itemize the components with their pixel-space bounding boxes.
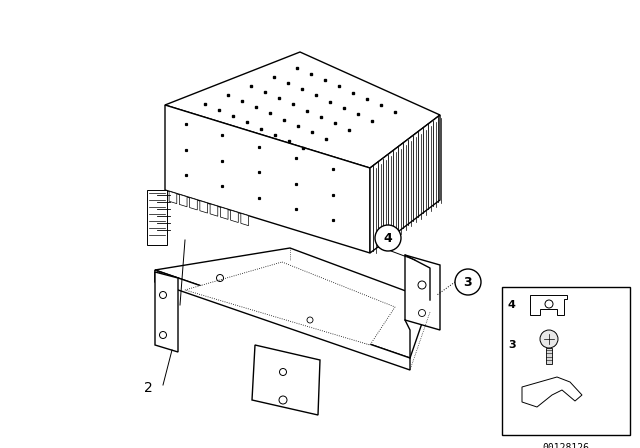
Polygon shape <box>530 295 567 315</box>
Polygon shape <box>189 198 197 210</box>
Text: 1: 1 <box>161 303 170 317</box>
Polygon shape <box>370 115 440 253</box>
Polygon shape <box>155 272 178 352</box>
Polygon shape <box>405 255 440 330</box>
Polygon shape <box>165 105 370 253</box>
Text: 4: 4 <box>508 300 516 310</box>
Polygon shape <box>179 194 187 207</box>
Polygon shape <box>210 204 218 216</box>
Polygon shape <box>147 190 167 245</box>
Text: 00128126: 00128126 <box>543 443 589 448</box>
Polygon shape <box>165 52 440 168</box>
Text: 2: 2 <box>143 381 152 395</box>
Text: 3: 3 <box>508 340 516 350</box>
Polygon shape <box>185 262 395 345</box>
Bar <box>502 287 630 435</box>
Circle shape <box>375 225 401 251</box>
Bar <box>546 348 552 364</box>
Polygon shape <box>155 248 430 358</box>
Polygon shape <box>220 207 228 220</box>
Polygon shape <box>155 270 410 370</box>
Text: 4: 4 <box>383 232 392 245</box>
Polygon shape <box>230 210 238 223</box>
Polygon shape <box>200 201 207 213</box>
Polygon shape <box>155 270 170 290</box>
Text: 3: 3 <box>464 276 472 289</box>
Polygon shape <box>252 345 320 415</box>
Circle shape <box>455 269 481 295</box>
Polygon shape <box>169 191 177 204</box>
Circle shape <box>540 330 558 348</box>
Polygon shape <box>241 213 248 226</box>
Polygon shape <box>522 377 582 407</box>
